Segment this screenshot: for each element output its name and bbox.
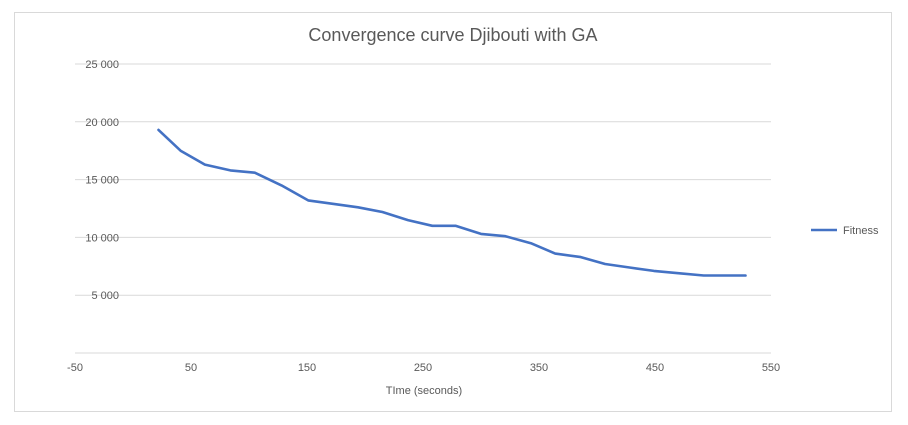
gridlines	[75, 63, 771, 354]
x-tick-label: 450	[646, 362, 664, 374]
x-tick-label: 350	[530, 362, 548, 374]
series-group	[157, 128, 747, 277]
legend-label: Fitness	[843, 225, 879, 237]
x-tick-label: 550	[762, 362, 780, 374]
y-tick-label: 25 000	[85, 59, 119, 71]
y-tick-labels: 5 000 10 000 15 000 20 000 25 000	[85, 59, 119, 302]
x-axis-label: TIme (seconds)	[386, 385, 462, 397]
line-chart: Convergence curve Djibouti with GA 5 000…	[67, 25, 879, 397]
y-tick-label: 10 000	[85, 232, 119, 244]
y-tick-label: 20 000	[85, 117, 119, 129]
x-tick-label: 250	[414, 362, 432, 374]
x-tick-label: -50	[67, 362, 83, 374]
chart-title: Convergence curve Djibouti with GA	[308, 25, 597, 45]
x-tick-label: 150	[298, 362, 316, 374]
series-line-fitness	[157, 128, 747, 277]
chart-frame: Convergence curve Djibouti with GA 5 000…	[14, 12, 892, 412]
x-tick-labels: -50 50 150 250 350 450 550	[67, 362, 780, 374]
legend: Fitness	[811, 225, 879, 237]
y-tick-label: 15 000	[85, 175, 119, 187]
y-tick-label: 5 000	[91, 290, 119, 302]
x-tick-label: 50	[185, 362, 197, 374]
